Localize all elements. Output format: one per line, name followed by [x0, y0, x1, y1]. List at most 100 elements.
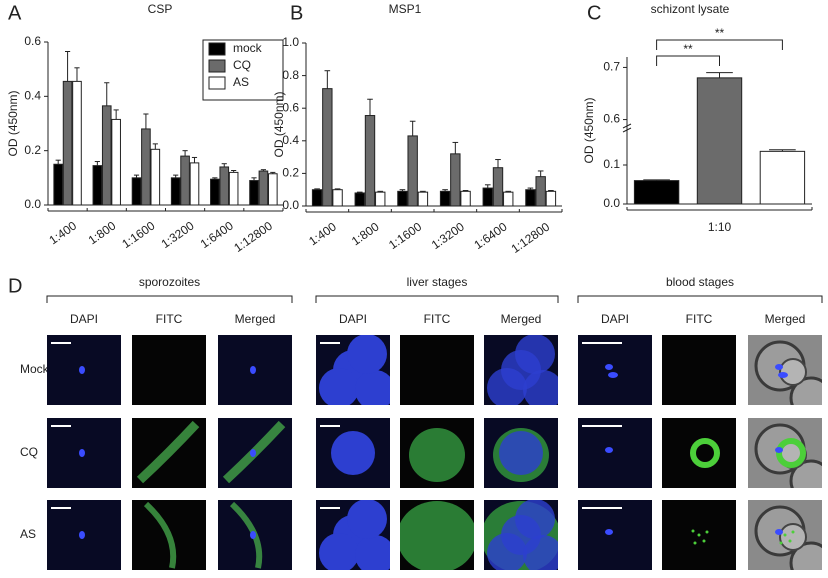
nucleus — [355, 370, 390, 405]
micrograph — [748, 335, 822, 405]
x-tick-label: 1:400 — [306, 219, 339, 248]
x-tick-label: 1:400 — [46, 218, 79, 247]
legend-label: CQ — [233, 58, 251, 72]
nucleus — [523, 535, 558, 570]
significance-label: ** — [715, 26, 725, 40]
bar — [210, 178, 220, 206]
y-axis-title: OD (450nm) — [582, 97, 596, 163]
nucleus — [347, 335, 387, 374]
column-header: Merged — [501, 312, 542, 326]
panel-label: C — [587, 2, 601, 24]
x-tick-label: 1:1600 — [386, 219, 424, 252]
column-header: FITC — [156, 312, 183, 326]
bar — [72, 80, 82, 206]
micrograph — [484, 335, 558, 405]
x-tick-label: 1:6400 — [198, 218, 236, 251]
bar — [311, 189, 323, 207]
bar — [633, 180, 680, 205]
group-bracket — [315, 295, 559, 303]
y-tick-label: 0.2 — [24, 143, 41, 157]
nucleus — [79, 531, 85, 539]
micrograph-bg — [132, 335, 206, 405]
chart-title: CSP — [148, 2, 173, 16]
micrograph — [218, 500, 292, 570]
cell — [779, 358, 807, 386]
y-tick-label: 0.0 — [282, 198, 299, 212]
bar — [503, 191, 514, 207]
micrograph — [316, 500, 390, 570]
nucleus — [778, 372, 788, 378]
parasite-fitc — [400, 501, 474, 570]
panel-label: D — [8, 275, 22, 297]
parasite-fitc — [783, 533, 787, 537]
bar — [219, 166, 230, 206]
bar — [364, 115, 376, 207]
micrograph — [218, 418, 292, 488]
row-label: AS — [20, 527, 36, 541]
row-label: Mock — [20, 362, 50, 376]
parasite-fitc — [136, 420, 200, 484]
bar — [228, 171, 239, 206]
y-tick-label: 0.0 — [24, 197, 41, 211]
micrograph-bg — [662, 335, 736, 405]
parasite-fitc — [697, 533, 701, 537]
micrograph — [484, 418, 558, 488]
nucleus — [331, 431, 375, 475]
micrograph — [47, 418, 121, 488]
micrograph — [132, 500, 206, 570]
micrograph — [47, 500, 121, 570]
bar — [141, 128, 151, 206]
parasite-fitc — [693, 541, 697, 545]
x-tick-label: 1:10 — [708, 220, 732, 234]
micrograph — [748, 418, 822, 488]
y-tick-label: 0.6 — [24, 34, 41, 48]
bar — [180, 155, 190, 206]
bar — [189, 162, 200, 206]
nucleus — [775, 364, 783, 370]
micrograph-bg — [578, 500, 652, 570]
y-axis-title: OD (450nm) — [6, 90, 20, 156]
micrograph — [47, 335, 121, 405]
group-title: blood stages — [666, 275, 734, 289]
legend-swatch — [208, 42, 226, 56]
column-header: Merged — [765, 312, 806, 326]
parasite-fitc — [705, 530, 709, 534]
y-tick-label: 0.6 — [282, 100, 299, 114]
column-header: FITC — [424, 312, 451, 326]
legend-swatch — [208, 59, 226, 73]
significance-label: ** — [683, 42, 693, 56]
bar — [131, 177, 142, 206]
nucleus — [319, 533, 359, 570]
parasite-fitc — [702, 539, 706, 543]
micrograph — [484, 500, 558, 570]
bar — [62, 80, 73, 206]
nucleus — [487, 533, 527, 570]
column-header: Merged — [235, 312, 276, 326]
bar — [525, 189, 536, 207]
nucleus — [515, 500, 555, 539]
x-tick-label: 1:1600 — [119, 218, 157, 251]
bar — [354, 192, 365, 207]
column-header: DAPI — [70, 312, 98, 326]
legend-swatch — [208, 76, 226, 90]
bar — [696, 77, 743, 205]
y-tick-label: 0.2 — [282, 166, 299, 180]
micrograph — [662, 500, 736, 570]
parasite-fitc — [690, 438, 720, 468]
significance-bracket — [656, 55, 720, 66]
y-tick-label: 0.8 — [282, 68, 299, 82]
axis-break — [622, 123, 632, 129]
nucleus — [775, 447, 783, 453]
group-bracket — [46, 295, 293, 303]
x-tick-label: 1:800 — [86, 218, 119, 247]
legend-label: AS — [233, 75, 249, 89]
micrograph — [748, 500, 822, 570]
x-tick-label: 1:12800 — [509, 219, 553, 256]
column-header: DAPI — [339, 312, 367, 326]
nucleus — [79, 449, 85, 457]
x-tick-label: 1:12800 — [231, 218, 275, 255]
bar — [332, 189, 343, 207]
nucleus — [250, 449, 256, 457]
bar — [268, 173, 278, 206]
